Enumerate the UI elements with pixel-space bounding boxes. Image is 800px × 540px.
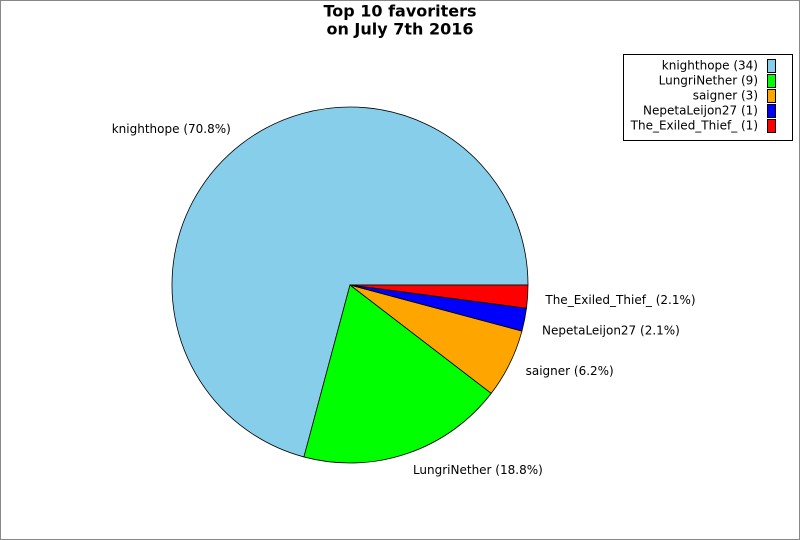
legend-swatch [767,74,776,88]
pie-slice [171,106,529,458]
chart-subtitle: on July 7th 2016 [326,20,473,39]
legend-label: LungriNether (9) [659,74,758,88]
legend-swatch [767,59,776,73]
slice-label: LungriNether (18.8%) [413,463,543,477]
slice-label: NepetaLeijon27 (2.1%) [542,324,680,338]
legend-label: saigner (3) [693,89,758,103]
chart-title: Top 10 favoriters [323,2,476,21]
legend-label: The_Exiled_Thief_ (1) [630,119,758,133]
legend-swatch [767,89,776,103]
legend-swatch [767,104,776,118]
legend-box [623,54,793,141]
slice-label: The_Exiled_Thief_ (2.1%) [544,293,695,307]
slice-label: knighthope (70.8%) [112,122,231,136]
slice-label: saigner (6.2%) [526,364,614,378]
legend-label: NepetaLeijon27 (1) [643,104,758,118]
legend-swatch [767,119,776,133]
pie-slice [349,284,529,309]
pie-slice [303,284,492,464]
legend-label: knighthope (34) [662,59,758,73]
